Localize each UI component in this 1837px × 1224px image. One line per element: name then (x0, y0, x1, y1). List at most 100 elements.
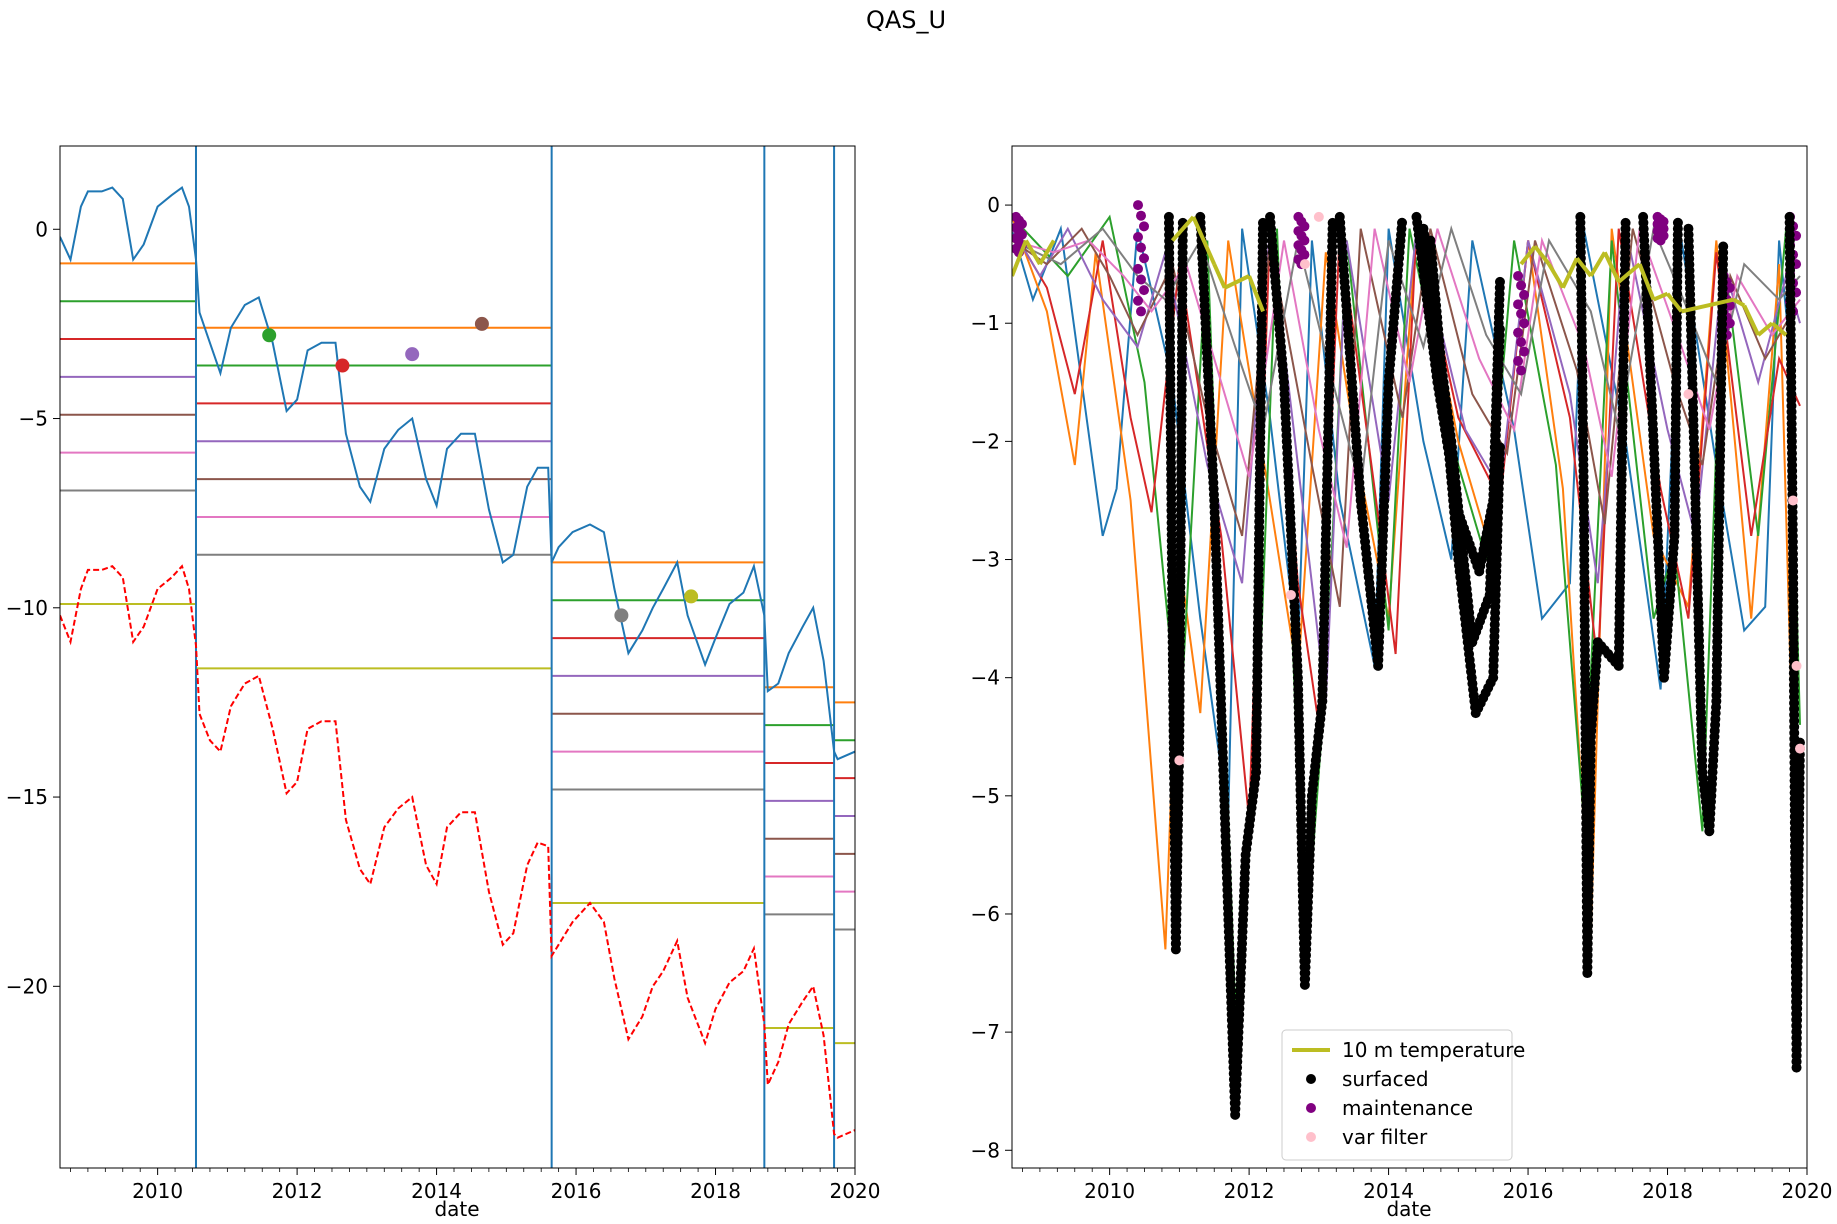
temperature-10m-line (1024, 239, 1042, 266)
legend-label: maintenance (1342, 1096, 1473, 1120)
left-x-tick-label: 2016 (551, 1179, 602, 1203)
right-y-tick-label: −6 (971, 902, 1000, 926)
temperature-10m-line (1561, 257, 1579, 289)
legend-label: 10 m temperature (1342, 1038, 1525, 1062)
maintenance-point (1513, 299, 1524, 310)
var-filter-point (1174, 755, 1185, 766)
right-x-tick-label: 2020 (1782, 1179, 1833, 1203)
temperature-10m-line (1547, 263, 1565, 289)
left-y-tick-label: 0 (35, 217, 48, 241)
right-x-tick-label: 2016 (1503, 1179, 1554, 1203)
right-y-tick-label: −7 (971, 1020, 1000, 1044)
right-y-tick-label: −3 (971, 548, 1000, 572)
temperature-10m-line (1742, 304, 1760, 336)
maintenance-point (1516, 337, 1527, 348)
depth-series-line (1012, 226, 1801, 702)
maintenance-point (1133, 295, 1144, 306)
temperature-10m-line (1212, 263, 1227, 289)
maintenance-point (1139, 285, 1150, 296)
right-x-tick-label: 2010 (1084, 1179, 1135, 1203)
maintenance-point (1139, 253, 1150, 264)
reference-dashed-line (60, 564, 855, 1139)
var-filter-point (1313, 211, 1324, 222)
var-filter-point (1795, 743, 1806, 754)
marker-point (335, 358, 350, 373)
surfaced-point (1718, 241, 1729, 252)
legend-label: var filter (1342, 1125, 1428, 1149)
right-x-axis-label: date (1386, 1197, 1431, 1221)
figure-title: QAS_U (866, 6, 946, 34)
temperature-10m-line (1637, 263, 1656, 301)
temperature-10m-line (1247, 275, 1265, 313)
left-x-tick-label: 2014 (411, 1179, 462, 1203)
temperature-10m-line (1519, 245, 1537, 266)
temperature-10m-line (1589, 251, 1607, 277)
temperature-10m-line (1665, 292, 1684, 313)
left-x-tick-label: 2020 (830, 1179, 881, 1203)
right-y-tick-label: 0 (987, 193, 1000, 217)
surface-height-line (60, 186, 855, 761)
right-x-tick-label: 2014 (1363, 1179, 1414, 1203)
right-y-tick-label: −1 (971, 311, 1000, 335)
temperature-10m-line (1191, 216, 1217, 265)
right-axes-frame (1011, 145, 1808, 1169)
legend-label: surfaced (1342, 1067, 1429, 1091)
maintenance-point (1513, 356, 1524, 367)
left-x-tick-label: 2018 (690, 1179, 741, 1203)
depth-series-line (1012, 214, 1801, 1009)
maintenance-point (1519, 346, 1530, 357)
var-filter-point (1788, 495, 1799, 506)
right-chart: 2010 2012 2014 2016 2018 2020 0 −1 −2 −3 −4 −5 −6 −7 −… (971, 145, 1833, 1221)
legend-swatch-dot (1306, 1074, 1316, 1084)
var-filter-point (1791, 660, 1802, 671)
maintenance-point (1133, 200, 1144, 211)
temperature-10m-line (1602, 251, 1621, 283)
temperature-10m-line (1770, 321, 1788, 337)
surfaced-point (1397, 217, 1408, 228)
right-plot-area (1012, 200, 1806, 1120)
left-y-tick-label: −10 (6, 596, 48, 620)
right-x-tick-label: 2012 (1224, 1179, 1275, 1203)
temperature-10m-line (1652, 291, 1669, 302)
surfaced-point (1494, 324, 1505, 335)
maintenance-point (1516, 365, 1527, 376)
marker-point (614, 608, 629, 623)
temperature-10m-line (1170, 215, 1195, 242)
temperature-10m-line (1533, 245, 1551, 266)
var-filter-point (1683, 389, 1694, 400)
surfaced-point (1257, 217, 1268, 228)
maintenance-point (1139, 221, 1150, 232)
temperature-10m-line (1681, 297, 1735, 314)
left-axis-ticks: 2010 2012 2014 2016 2018 2020 0 −5 −10 −15 −20 (6, 217, 881, 1203)
right-axis-ticks: 2010 2012 2014 2016 2018 2020 0 −1 −2 −3 −4 −5 −6 −7 −… (971, 193, 1833, 1203)
surfaced-point (1327, 217, 1338, 228)
maintenance-point (1519, 318, 1530, 329)
maintenance-point (1655, 235, 1666, 246)
temperature-10m-line (1223, 274, 1250, 290)
temperature-10m-line (1732, 297, 1746, 308)
maintenance-point (1136, 306, 1147, 317)
left-x-tick-label: 2012 (272, 1179, 323, 1203)
surfaced-point (1620, 217, 1631, 228)
left-plot-area (60, 146, 855, 1168)
right-x-tick-label: 2018 (1642, 1179, 1693, 1203)
maintenance-point (1136, 210, 1147, 221)
marker-point (262, 328, 277, 343)
var-filter-point (1285, 589, 1296, 600)
temperature-10m-line (1012, 239, 1028, 277)
right-y-tick-label: −4 (971, 666, 1000, 690)
temperature-10m-line (1575, 257, 1593, 278)
var-filter-point (1299, 259, 1310, 270)
left-x-tick-label: 2010 (132, 1179, 183, 1203)
temperature-10m-line (1756, 321, 1774, 337)
temperature-10m-line (1617, 262, 1641, 284)
maintenance-point (1136, 242, 1147, 253)
surfaced-point (1494, 442, 1505, 453)
left-y-tick-label: −15 (6, 785, 48, 809)
marker-point (684, 589, 699, 604)
left-x-axis-label: date (434, 1197, 479, 1221)
temperature-10m-line (1038, 239, 1056, 266)
legend-box (1281, 1029, 1513, 1161)
maintenance-point (1133, 263, 1144, 274)
maintenance-point (1136, 274, 1147, 285)
